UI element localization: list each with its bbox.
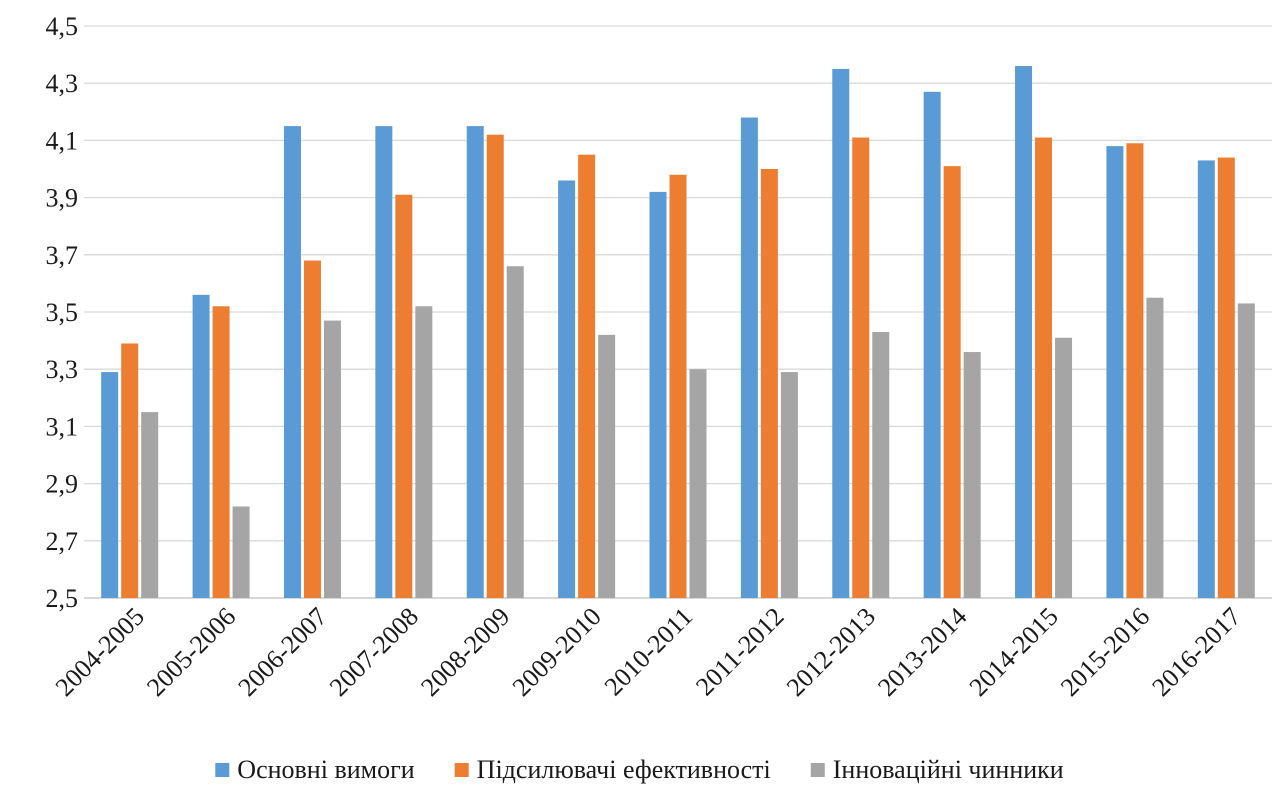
x-axis-category-labels: 2004-20052005-20062006-20072007-20082008…: [50, 602, 1247, 702]
bar: [943, 166, 961, 598]
y-tick-label: 2,7: [46, 527, 79, 556]
x-category-label: 2011-2012: [690, 602, 789, 701]
bar: [578, 154, 596, 598]
bar: [1035, 137, 1053, 599]
x-category-label: 2010-2011: [599, 602, 698, 701]
x-category-label: 2006-2007: [233, 602, 333, 702]
y-tick-label: 2,5: [46, 584, 79, 613]
bar: [649, 191, 667, 598]
bar: [375, 126, 393, 598]
bar: [1055, 337, 1073, 598]
bar: [192, 294, 210, 598]
bar: [323, 320, 341, 598]
y-tick-label: 3,1: [46, 412, 79, 441]
legend-swatch: [215, 763, 230, 777]
x-category-label: 2012-2013: [781, 602, 881, 702]
bar: [121, 343, 139, 598]
bar: [466, 126, 484, 598]
bar: [832, 68, 850, 598]
y-tick-label: 4,5: [46, 12, 79, 41]
bar: [283, 126, 301, 598]
bar: [1015, 66, 1033, 599]
x-category-label: 2014-2015: [964, 602, 1064, 702]
bar: [1197, 160, 1215, 599]
bar: [212, 306, 230, 598]
bars: [101, 66, 1255, 599]
x-category-label: 2004-2005: [50, 602, 150, 702]
bar: [395, 194, 413, 599]
bar: [101, 372, 119, 598]
y-tick-label: 2,9: [46, 470, 79, 499]
bar: [740, 117, 758, 599]
x-category-label: 2005-2006: [141, 602, 241, 702]
y-tick-label: 3,7: [46, 241, 79, 270]
y-axis-tick-labels: 2,5 2,7 2,9 3,1 3,3 3,5 3,7 3,9 4,1 4,3 4,5: [46, 12, 79, 613]
x-category-label: 2013-2014: [872, 602, 972, 702]
bar: [598, 334, 616, 598]
x-category-label: 2008-2009: [415, 602, 515, 702]
legend-label: Інноваційні чинники: [833, 755, 1064, 784]
x-category-label: 2015-2016: [1055, 602, 1155, 702]
bar: [760, 169, 778, 598]
y-tick-label: 3,5: [46, 298, 79, 327]
bar: [506, 266, 524, 598]
x-category-label: 2007-2008: [324, 602, 424, 702]
legend-label: Підсилювачі ефективності: [477, 755, 771, 784]
legend-label: Основні вимоги: [237, 755, 414, 784]
bar: [669, 174, 687, 598]
bar: [486, 134, 504, 598]
bar: [1146, 297, 1164, 598]
y-tick-label: 3,9: [46, 184, 79, 213]
bar: [303, 260, 321, 598]
bar: [1217, 157, 1235, 598]
bar: [852, 137, 870, 599]
bar: [689, 369, 707, 598]
legend-swatch: [810, 763, 825, 777]
bar: [923, 91, 941, 598]
x-category-label: 2016-2017: [1146, 602, 1246, 702]
bar: [558, 180, 576, 598]
legend: Основні вимоги Підсилювачі ефективності Ін…: [215, 755, 1064, 784]
bar: [780, 372, 798, 598]
bar: [963, 352, 981, 598]
bar: [1106, 146, 1124, 598]
y-tick-label: 4,1: [46, 126, 79, 155]
bar: [1237, 303, 1255, 598]
bar: [872, 332, 890, 598]
bar: [415, 306, 433, 598]
bar: [141, 412, 159, 598]
legend-swatch: [454, 763, 469, 777]
y-tick-label: 3,3: [46, 355, 79, 384]
bar: [1126, 143, 1144, 598]
bar: [232, 506, 250, 598]
x-category-label: 2009-2010: [507, 602, 607, 702]
y-tick-label: 4,3: [46, 69, 79, 98]
